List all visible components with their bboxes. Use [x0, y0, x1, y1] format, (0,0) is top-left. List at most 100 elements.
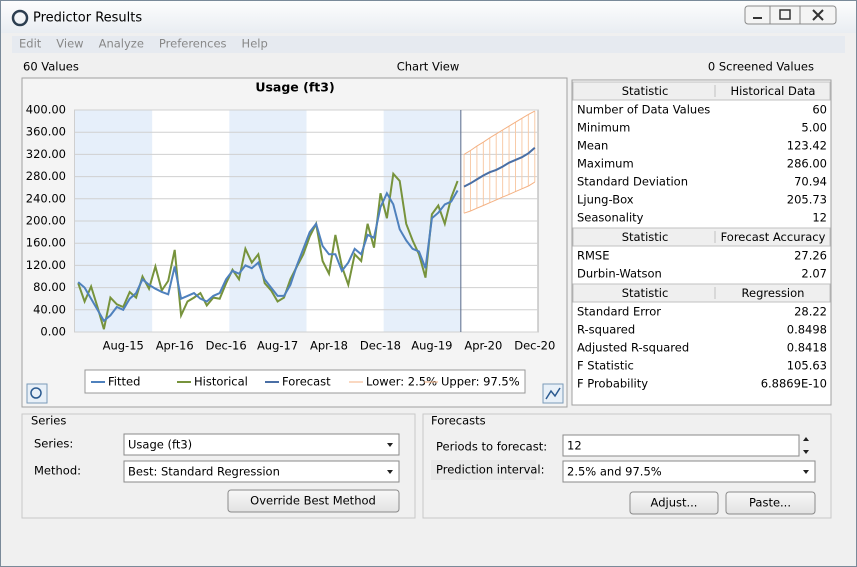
y-tick-label: 40.00	[33, 302, 66, 316]
stat-name: Standard Error	[577, 305, 661, 319]
menu-item[interactable]: Preferences	[159, 37, 227, 51]
stat-value: 6.8869E-10	[761, 377, 827, 391]
zoom-icon	[30, 387, 42, 399]
dropdown-value: Best: Standard Regression	[128, 465, 280, 479]
view-label: Chart View	[397, 60, 460, 74]
y-tick-label: 280.00	[26, 169, 66, 183]
values-count: 60 Values	[23, 60, 79, 74]
zoom-button[interactable]	[26, 383, 48, 404]
interval-dropdown[interactable]	[562, 460, 816, 483]
header-cell: Regression	[742, 286, 805, 300]
series-dropdown[interactable]	[123, 433, 400, 456]
stat-name: Number of Data Values	[577, 103, 710, 117]
screened-count: 0 Screened Values	[708, 60, 814, 74]
stat-value: 123.42	[787, 139, 827, 153]
input-value: 12	[567, 439, 582, 453]
override-button[interactable]	[227, 489, 400, 513]
series-line	[463, 181, 536, 214]
menu-item[interactable]: Help	[242, 37, 268, 51]
window-title: Predictor Results	[33, 11, 142, 26]
dropdown-value: Usage (ft3)	[128, 438, 192, 452]
header-cell: Statistic	[622, 84, 669, 98]
field-label: Method:	[34, 464, 81, 478]
stat-value: 12	[812, 211, 827, 225]
stat-name: Minimum	[577, 121, 630, 135]
dropdown-value: 2.5% and 97.5%	[567, 465, 662, 479]
stat-value: 105.63	[787, 359, 827, 373]
forecasts-group	[422, 413, 832, 519]
stat-name: F Probability	[577, 377, 648, 391]
x-tick-label: Apr-20	[464, 339, 502, 353]
x-tick-label: Aug-19	[411, 339, 452, 353]
series-group	[21, 413, 416, 519]
y-tick-label: 360.00	[26, 125, 66, 139]
x-tick-label: Dec-16	[206, 339, 247, 353]
button-label: Paste...	[749, 496, 791, 510]
stat-name: F Statistic	[577, 359, 634, 373]
menu-item[interactable]: View	[56, 37, 83, 51]
stat-value: 0.8418	[787, 341, 827, 355]
chart-type-icon	[545, 387, 561, 400]
periods-input[interactable]	[562, 434, 800, 457]
y-tick-label: 120.00	[26, 258, 66, 272]
label-highlight	[431, 460, 536, 480]
stat-value: 70.94	[794, 175, 827, 189]
maximize-button[interactable]	[779, 9, 791, 20]
stat-name: Seasonality	[577, 211, 644, 225]
stat-value: 205.73	[787, 193, 827, 207]
group-title: Series	[31, 414, 66, 428]
field-label: Periods to forecast:	[436, 440, 547, 454]
stat-name: R-squared	[577, 323, 635, 337]
x-tick-label: Dec-18	[360, 339, 401, 353]
x-tick-label: Aug-17	[257, 339, 298, 353]
stat-name: Ljung-Box	[577, 193, 634, 207]
dropdown-arrow	[387, 470, 393, 474]
legend-label: Historical	[194, 375, 248, 389]
paste-button[interactable]	[725, 491, 816, 515]
stat-name: Durbin-Watson	[577, 267, 662, 281]
series-line	[77, 190, 459, 323]
stat-value: 60	[812, 103, 827, 117]
y-tick-label: 200.00	[26, 214, 66, 228]
table-header	[572, 81, 831, 101]
x-tick-label: Dec-20	[514, 339, 555, 353]
app-icon	[11, 9, 29, 27]
title-bar	[1, 1, 856, 33]
stat-value: 0.8498	[787, 323, 827, 337]
legend	[84, 369, 526, 394]
group-title: Forecasts	[431, 414, 486, 428]
button-label: Override Best Method	[250, 494, 376, 508]
stat-value: 27.26	[794, 249, 827, 263]
stat-value: 5.00	[801, 121, 827, 135]
adjust-button[interactable]	[629, 491, 719, 515]
chart-title: Usage (ft3)	[255, 80, 334, 95]
y-tick-label: 240.00	[26, 191, 66, 205]
menu-item[interactable]: Edit	[19, 37, 42, 51]
legend-label: Lower: 2.5%	[366, 375, 437, 389]
spinner[interactable]	[803, 437, 809, 454]
table-header	[572, 227, 831, 247]
stat-value: 28.22	[794, 305, 827, 319]
menu-item[interactable]: Analyze	[99, 37, 144, 51]
x-tick-label: Apr-16	[156, 339, 194, 353]
stat-name: Adjusted R-squared	[577, 341, 689, 355]
header-cell: Statistic	[622, 286, 669, 300]
x-tick-label: Aug-15	[103, 339, 144, 353]
y-tick-label: 400.00	[26, 103, 66, 117]
field-label: Prediction interval:	[436, 463, 545, 477]
header-cell: Statistic	[622, 230, 669, 244]
legend-label: Fitted	[108, 375, 140, 389]
series-line	[463, 146, 536, 188]
stat-value: 2.07	[801, 267, 827, 281]
stat-name: Mean	[577, 139, 608, 153]
menu-bar	[12, 36, 845, 53]
series-line	[463, 110, 536, 155]
table-header	[572, 283, 831, 303]
dropdown-arrow	[387, 443, 393, 447]
x-tick-label: Apr-18	[310, 339, 348, 353]
method-dropdown[interactable]	[123, 460, 400, 483]
header-cell: Historical Data	[731, 84, 816, 98]
y-tick-label: 0.00	[40, 325, 66, 339]
close-button[interactable]	[812, 9, 824, 21]
